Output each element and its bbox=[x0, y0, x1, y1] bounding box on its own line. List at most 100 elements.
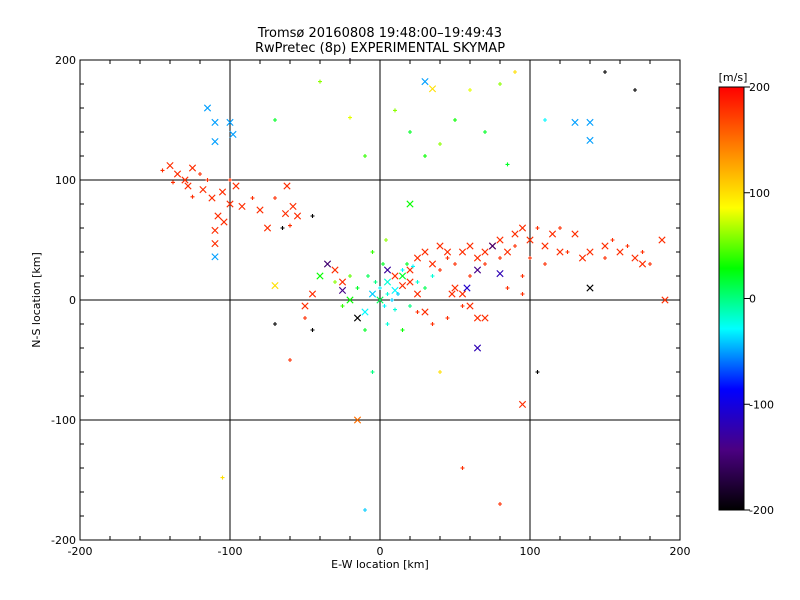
x-tick-label: -100 bbox=[218, 545, 243, 558]
data-point-plus bbox=[382, 304, 387, 308]
data-point-x bbox=[601, 242, 609, 250]
data-point-x bbox=[436, 242, 444, 250]
data-point-plus bbox=[205, 178, 210, 182]
data-point-x bbox=[338, 278, 347, 286]
data-point-x bbox=[232, 182, 240, 190]
data-point-plus bbox=[366, 274, 370, 278]
data-point-plus bbox=[430, 322, 435, 326]
x-tick-label: -200 bbox=[68, 545, 93, 558]
data-point-x bbox=[586, 248, 594, 256]
data-point-plus bbox=[373, 280, 378, 284]
data-point-x bbox=[518, 224, 527, 232]
y-tick-label: 100 bbox=[55, 174, 76, 187]
data-point-plus bbox=[370, 370, 375, 374]
data-point-x bbox=[229, 130, 237, 138]
data-point-plus bbox=[610, 238, 615, 242]
data-point-x bbox=[383, 266, 392, 274]
chart-title-line1: Tromsø 20160808 19:48:00–19:49:43 bbox=[257, 26, 502, 41]
data-point-x bbox=[421, 78, 429, 86]
data-point-x bbox=[413, 254, 422, 262]
data-point-x bbox=[353, 416, 362, 424]
data-point-x bbox=[496, 270, 504, 278]
data-point-plus bbox=[415, 310, 420, 314]
data-point-x bbox=[211, 138, 219, 146]
data-point-plus bbox=[363, 154, 367, 158]
data-point-plus bbox=[423, 154, 427, 158]
data-point-plus bbox=[438, 142, 442, 146]
data-point-x bbox=[488, 242, 497, 250]
data-point-x bbox=[316, 272, 324, 280]
data-point-x bbox=[238, 202, 246, 210]
data-point-x bbox=[428, 85, 437, 93]
data-point-plus bbox=[520, 274, 525, 278]
data-point-x bbox=[443, 248, 452, 256]
data-point-x bbox=[166, 162, 174, 170]
data-point-plus bbox=[363, 508, 367, 512]
data-point-plus bbox=[498, 82, 502, 86]
data-point-x bbox=[226, 200, 234, 208]
data-point-x bbox=[631, 254, 639, 262]
data-point-x bbox=[586, 118, 594, 126]
data-point-plus bbox=[405, 262, 409, 266]
data-point-x bbox=[323, 260, 332, 268]
data-point-plus bbox=[505, 286, 510, 290]
data-point-plus bbox=[558, 226, 562, 230]
data-point-plus bbox=[385, 292, 390, 296]
data-point-plus bbox=[468, 88, 472, 92]
data-point-x bbox=[661, 296, 669, 304]
data-point-plus bbox=[363, 328, 367, 332]
axis-ticks: -200 -100 0 100 200 -200 -100 0 100 200 bbox=[51, 54, 690, 558]
data-point-x bbox=[331, 266, 339, 274]
data-point-plus bbox=[348, 115, 352, 120]
data-point-plus bbox=[565, 250, 570, 254]
data-point-plus bbox=[445, 256, 450, 260]
data-point-x bbox=[226, 118, 234, 126]
chart-title-line2: RwPretec (8p) EXPERIMENTAL SKYMAP bbox=[255, 41, 505, 56]
data-point-plus bbox=[528, 256, 532, 260]
data-point-plus bbox=[603, 70, 607, 74]
data-point-plus bbox=[633, 88, 637, 92]
data-point-plus bbox=[543, 262, 547, 266]
data-point-x bbox=[406, 200, 414, 208]
data-point-x bbox=[496, 236, 504, 244]
data-point-x bbox=[289, 202, 297, 210]
data-point-plus bbox=[333, 280, 337, 284]
data-point-plus bbox=[340, 304, 345, 308]
data-point-x bbox=[338, 286, 347, 294]
data-point-plus bbox=[408, 304, 412, 308]
data-point-x bbox=[203, 104, 212, 112]
data-point-x bbox=[283, 182, 291, 190]
data-point-x bbox=[458, 248, 467, 256]
data-point-x bbox=[188, 164, 197, 172]
data-point-plus bbox=[415, 280, 420, 284]
data-point-x bbox=[616, 248, 624, 256]
data-point-x bbox=[211, 240, 219, 248]
data-point-plus bbox=[171, 180, 175, 185]
data-point-plus bbox=[505, 162, 510, 167]
colorbar-tick-label: 200 bbox=[749, 81, 770, 94]
data-point-plus bbox=[453, 262, 457, 266]
data-point-x bbox=[391, 272, 399, 280]
data-point-x bbox=[541, 242, 549, 250]
colorbar-label: [m/s] bbox=[719, 71, 748, 84]
data-point-plus bbox=[648, 262, 652, 266]
data-point-x bbox=[586, 136, 594, 144]
data-point-plus bbox=[318, 79, 322, 84]
data-point-plus bbox=[370, 250, 375, 254]
data-point-x bbox=[448, 290, 456, 298]
data-point-plus bbox=[513, 244, 517, 248]
data-point-x bbox=[211, 253, 219, 261]
data-point-plus bbox=[513, 70, 517, 74]
data-point-x bbox=[361, 308, 369, 316]
data-point-plus bbox=[355, 286, 360, 290]
data-point-x bbox=[518, 400, 527, 408]
data-point-plus bbox=[460, 304, 465, 308]
data-point-x bbox=[428, 260, 437, 268]
data-point-x bbox=[214, 212, 222, 220]
data-point-plus bbox=[273, 322, 277, 326]
data-point-x bbox=[368, 290, 377, 298]
x-axis-label: E-W location [km] bbox=[331, 558, 429, 571]
data-point-x bbox=[466, 302, 474, 310]
data-point-plus bbox=[468, 274, 472, 278]
